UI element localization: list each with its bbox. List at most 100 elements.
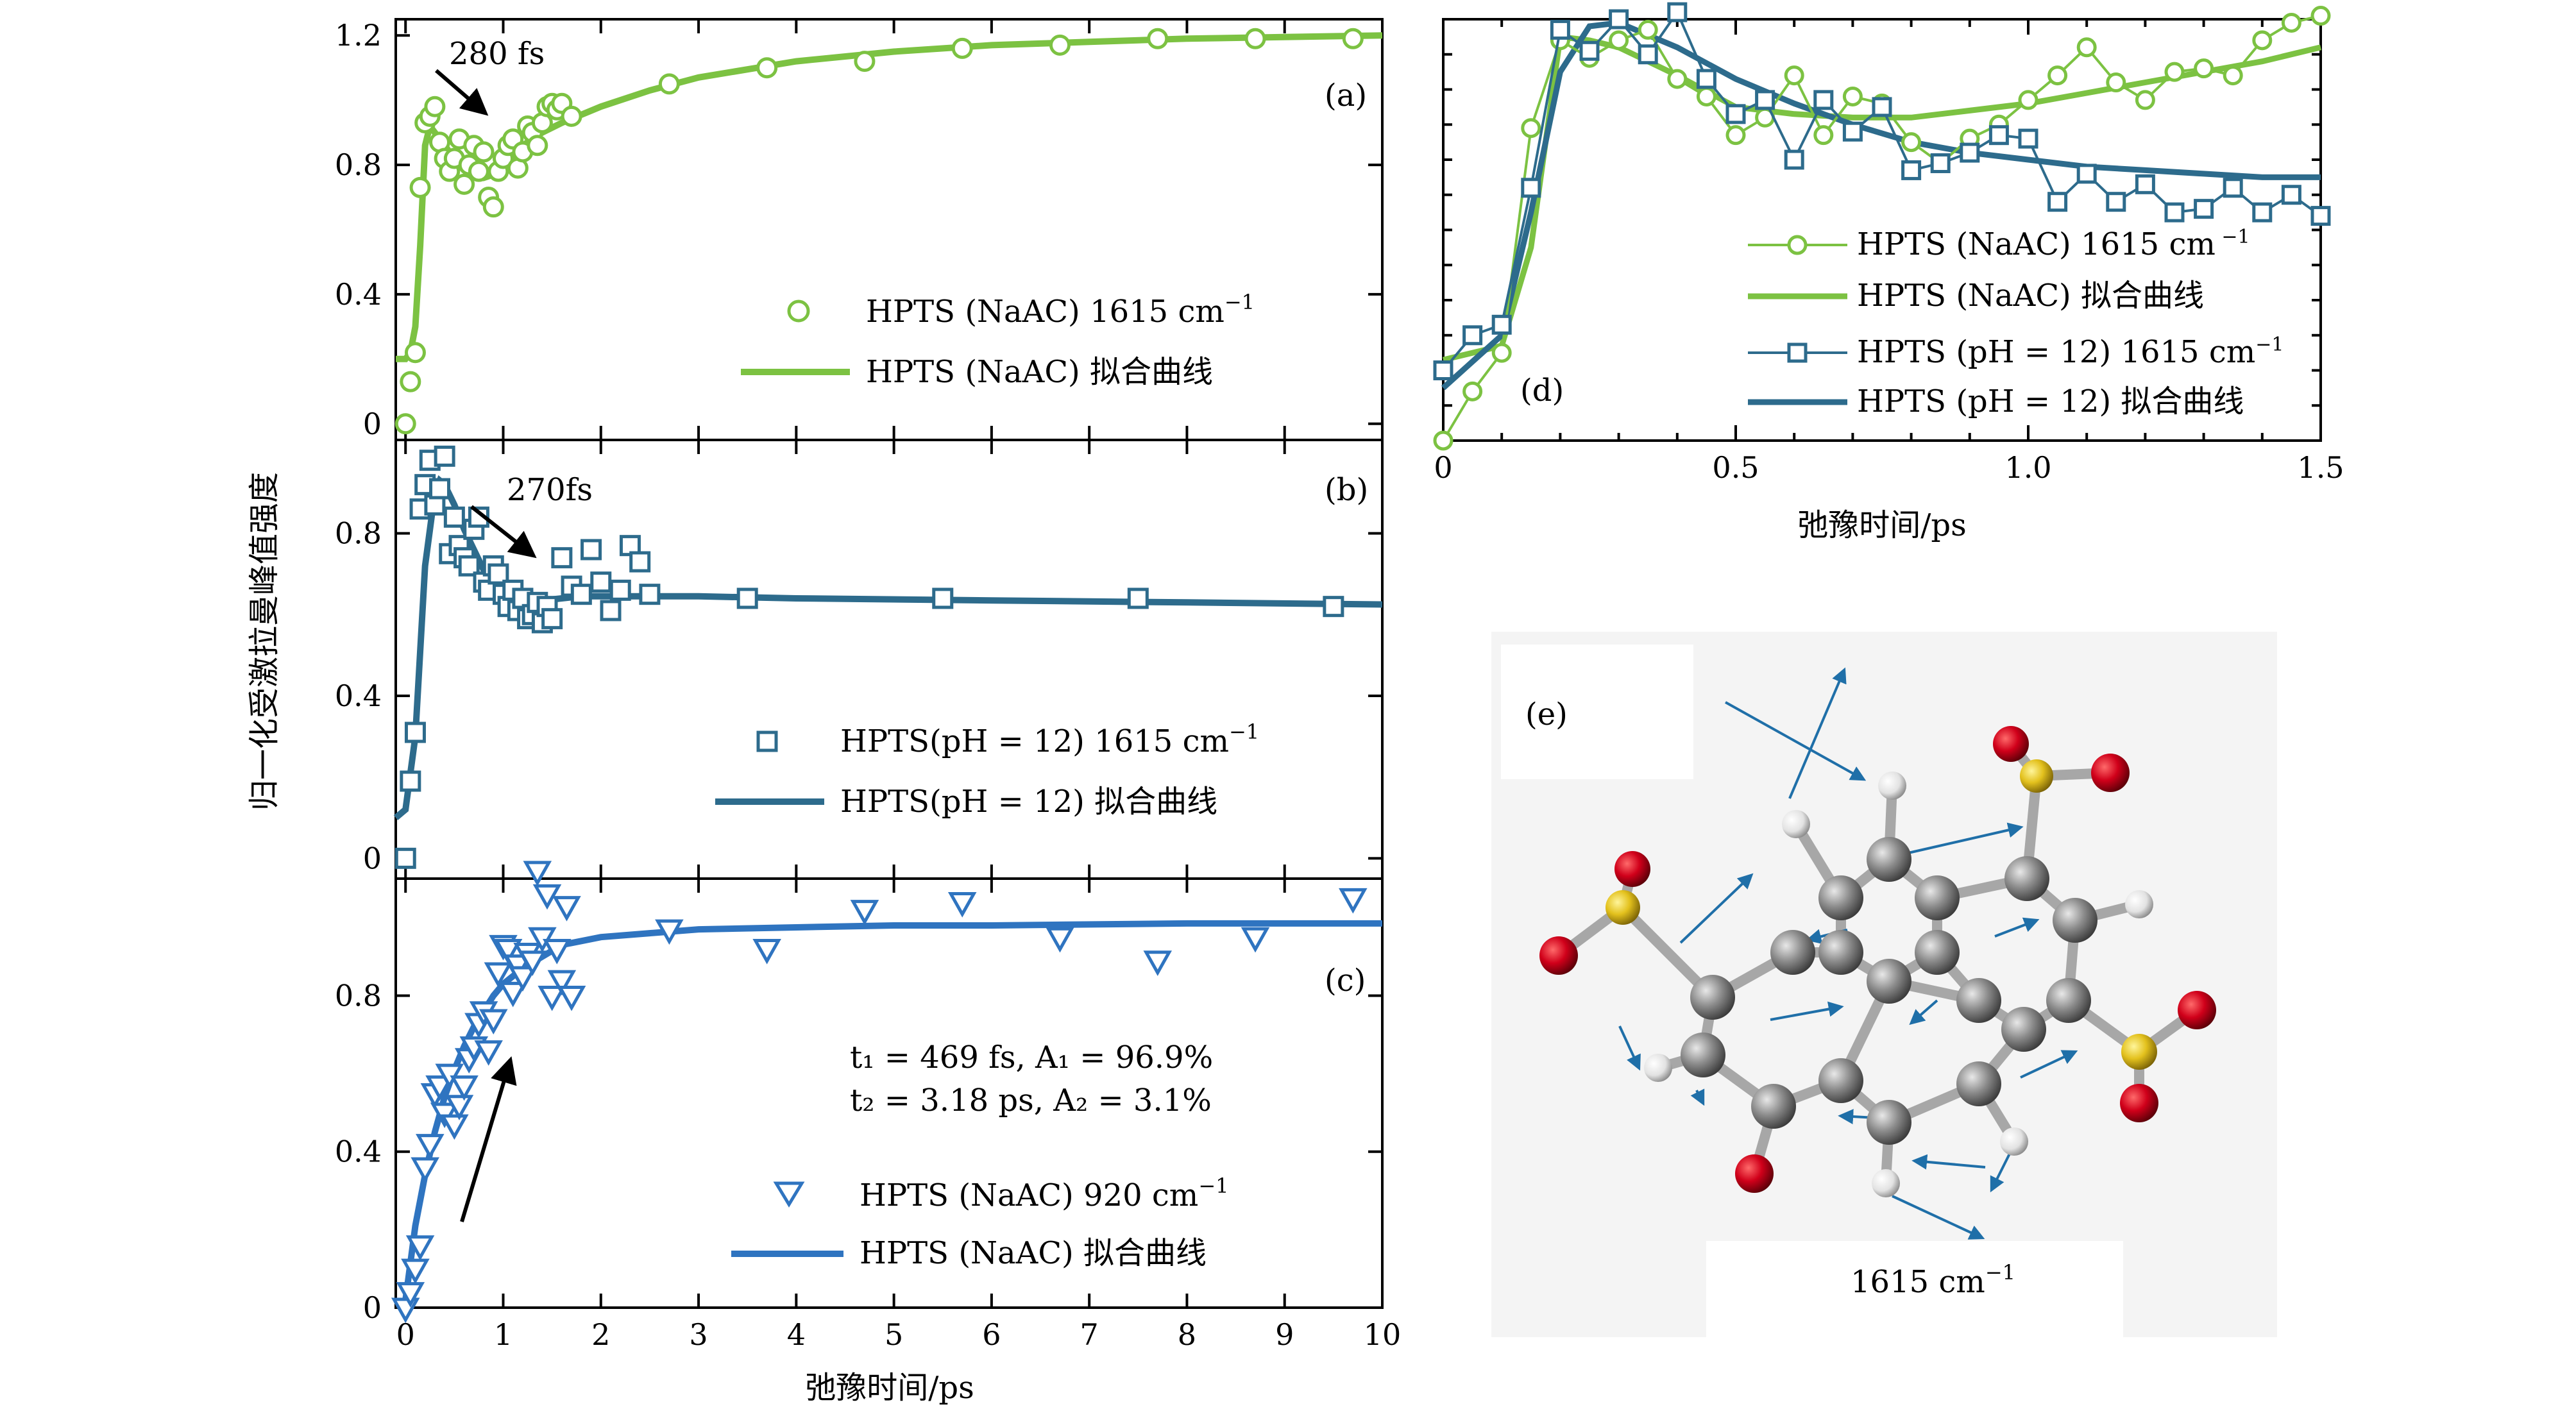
panel-d-series xyxy=(1433,2,2331,451)
atom-carbon xyxy=(2053,898,2097,943)
data-point xyxy=(1667,2,1688,22)
panel-c-frame xyxy=(394,877,1384,1309)
data-point xyxy=(1725,104,1746,124)
atom-hydrogen xyxy=(1872,1169,1900,1197)
panel-a-x-ticks xyxy=(404,19,1384,440)
data-point xyxy=(561,105,582,127)
data-point xyxy=(508,966,538,992)
data-point xyxy=(527,135,548,156)
panel-d: 0 0.5 1.0 1.5 (d) HPTS (NaAC) 1615 cm −1HPT… xyxy=(1433,2,2344,543)
data-point xyxy=(411,1157,439,1183)
x-tick-label: 5 xyxy=(885,1317,903,1352)
data-point xyxy=(1342,28,1364,49)
atom-carbon xyxy=(1956,1061,2001,1106)
data-point xyxy=(1784,65,1804,86)
data-point xyxy=(2281,12,2301,33)
data-point xyxy=(394,413,416,435)
data-point xyxy=(396,1282,425,1308)
panel-c-fit-param-1: t₁ = 469 fs, A₁ = 96.9% xyxy=(850,1040,1213,1076)
data-point xyxy=(1638,44,1658,65)
data-point xyxy=(590,571,612,593)
data-point xyxy=(453,173,475,195)
panel-b-legend-fit: HPTS(pH = 12) 拟合曲线 xyxy=(840,784,1217,820)
data-point xyxy=(404,721,426,743)
data-point xyxy=(1147,28,1169,49)
data-point xyxy=(405,1235,435,1261)
panel-a-legend: HPTS (NaAC) 1615 cm−1 HPTS (NaAC) 拟合曲线 xyxy=(741,290,1255,390)
panel-b-label: (b) xyxy=(1325,472,1368,508)
legend-label: HPTS (NaAC) 1615 cm −1 xyxy=(1857,226,2250,262)
panel-c-y-ticks: 0 0.4 0.8 xyxy=(335,978,1382,1325)
x-tick-label: 3 xyxy=(689,1317,708,1352)
data-point xyxy=(1127,587,1149,609)
data-point xyxy=(2252,30,2273,51)
data-point xyxy=(658,73,680,95)
x-tick-label: 4 xyxy=(787,1317,806,1352)
atom-hydrogen xyxy=(1644,1054,1672,1082)
x-tick-label: 0.5 xyxy=(1712,450,1759,485)
x-tick-label: 1 xyxy=(494,1317,513,1352)
atom-carbon xyxy=(1867,837,1911,882)
atom-oxygen xyxy=(2120,1084,2158,1122)
data-point xyxy=(2076,164,2097,184)
molecule-atoms xyxy=(1539,726,2216,1197)
data-point xyxy=(1813,90,1834,110)
data-point xyxy=(538,985,566,1011)
panel-a-annotation: 280 fs xyxy=(449,36,545,72)
data-point xyxy=(1842,86,1863,106)
x-tick-label: 10 xyxy=(1364,1317,1402,1352)
panel-b-legend-sup: −1 xyxy=(1229,720,1259,744)
panel-a-legend-scatter: HPTS (NaAC) 1615 cm−1 xyxy=(866,290,1255,330)
atom-oxygen xyxy=(1539,936,1578,975)
data-point xyxy=(2018,128,2038,149)
data-point xyxy=(468,160,489,182)
data-point xyxy=(1609,30,1629,51)
data-point xyxy=(409,176,431,198)
panel-a-label: (a) xyxy=(1325,78,1367,114)
data-point xyxy=(401,1258,430,1285)
atom-carbon xyxy=(1915,930,1960,975)
legend-label: HPTS (pH = 12) 拟合曲线 xyxy=(1857,384,2244,419)
data-point xyxy=(1901,132,1922,153)
atom-carbon xyxy=(2004,856,2049,901)
data-point xyxy=(1550,19,1570,40)
panel-e: (e) 1615 cm−1 xyxy=(1491,632,2277,1337)
atom-carbon xyxy=(1751,1084,1796,1129)
data-point xyxy=(1696,86,1716,106)
data-point xyxy=(1638,19,1658,40)
data-point xyxy=(2194,199,2214,219)
x-tick-label: 9 xyxy=(1275,1317,1294,1352)
panel-b-legend: HPTS(pH = 12) 1615 cm−1 HPTS(pH = 12) 拟合… xyxy=(715,720,1259,820)
data-point xyxy=(1433,360,1453,380)
data-point xyxy=(445,1095,474,1120)
x-tick-label: 8 xyxy=(1178,1317,1196,1352)
atom-hydrogen xyxy=(2000,1127,2028,1156)
data-point xyxy=(2135,174,2155,194)
x-tick-label: 0 xyxy=(1434,450,1452,485)
panel-c-fit-param-2: t₂ = 3.18 ps, A₂ = 3.1% xyxy=(850,1083,1212,1118)
data-point xyxy=(609,579,631,601)
data-point xyxy=(400,371,421,392)
atom-hydrogen xyxy=(1782,810,1810,838)
data-point xyxy=(1433,430,1453,451)
panel-a: 0 0.4 0.8 1.2 (a) 280 fs HPTS (NaAC) 1615 c… xyxy=(335,18,1384,441)
data-point xyxy=(1462,381,1483,401)
x-tick-label: 1.0 xyxy=(2004,450,2051,485)
data-point xyxy=(443,506,465,528)
y-tick-label: 0.8 xyxy=(335,148,382,182)
data-point xyxy=(404,342,426,364)
y-tick-label: 0.8 xyxy=(335,978,382,1013)
x-axis-label-right: 弛豫时间/ps xyxy=(1797,507,1967,543)
data-point xyxy=(1046,927,1074,953)
panel-a-data-points xyxy=(394,28,1364,435)
data-point xyxy=(1491,342,1512,363)
panel-e-caption-box xyxy=(1706,1241,2123,1337)
y-tick-label: 0.4 xyxy=(335,1135,382,1169)
data-point xyxy=(1842,121,1863,142)
atom-oxygen xyxy=(1614,851,1650,887)
atom-carbon xyxy=(1867,959,1911,1004)
data-point xyxy=(479,1009,508,1035)
data-point xyxy=(394,847,416,869)
data-point xyxy=(493,938,523,965)
data-point xyxy=(854,51,876,72)
